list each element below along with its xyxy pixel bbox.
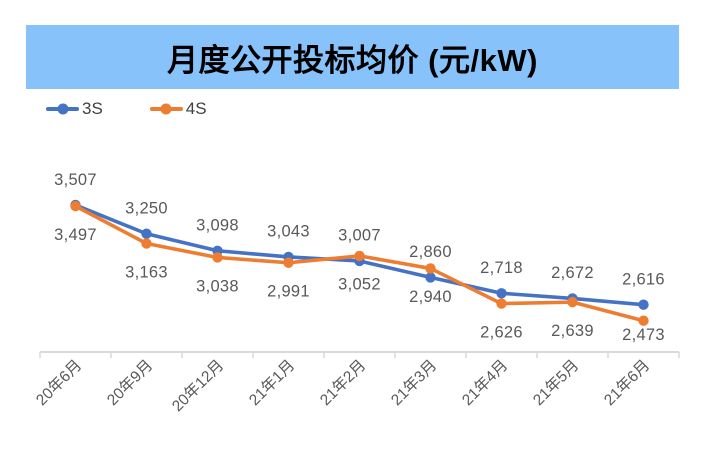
x-axis-label: 21年5月 bbox=[529, 356, 582, 409]
series-3s-point bbox=[141, 228, 152, 239]
x-axis-label: 21年2月 bbox=[316, 356, 369, 409]
legend-line-marker-3s-icon bbox=[46, 103, 79, 114]
chart-title-banner: 月度公开投标均价 (元/kW) bbox=[26, 25, 679, 89]
data-label-3s: 3,507 bbox=[54, 171, 97, 189]
data-label-4s: 2,639 bbox=[551, 322, 594, 340]
data-label-3s: 2,672 bbox=[551, 264, 594, 282]
series-4s-point bbox=[354, 250, 365, 262]
x-axis-label: 21年3月 bbox=[387, 356, 440, 409]
data-label-3s: 3,098 bbox=[196, 217, 239, 235]
series-3s-point bbox=[496, 288, 507, 299]
data-label-4s: 2,991 bbox=[267, 283, 310, 301]
series-4s-point bbox=[567, 296, 578, 308]
series-4s-point bbox=[141, 238, 152, 249]
series-4s-point bbox=[638, 315, 649, 326]
line-chart-plot: 20年6月 20年9月 20年12月 21年1月 21年2月 21年3月 21年4月 21年5… bbox=[32, 171, 680, 415]
data-label-3s: 2,860 bbox=[409, 243, 452, 261]
chart-title: 月度公开投标均价 (元/kW) bbox=[167, 42, 538, 78]
data-label-3s: 2,616 bbox=[622, 270, 665, 288]
series-3s-point bbox=[425, 272, 436, 283]
x-axis-label: 20年12月 bbox=[168, 356, 227, 415]
data-label-4s: 2,626 bbox=[480, 323, 523, 341]
data-label-3s: 2,718 bbox=[480, 259, 523, 277]
data-label-4s: 2,473 bbox=[622, 326, 665, 344]
legend-item-4s: 4S bbox=[149, 99, 207, 118]
chart-legend: 3S 4S bbox=[46, 100, 207, 117]
x-axis-label: 21年4月 bbox=[458, 356, 511, 409]
data-label-3s: 3,007 bbox=[338, 227, 381, 245]
series-4s-point bbox=[283, 257, 294, 268]
data-label-4s: 3,163 bbox=[125, 263, 168, 281]
data-label-4s: 3,497 bbox=[54, 226, 97, 244]
data-label-4s: 3,052 bbox=[338, 276, 381, 294]
data-label-4s: 3,038 bbox=[196, 277, 239, 295]
x-axis-label: 20年9月 bbox=[103, 356, 156, 409]
legend-dot-4s-icon bbox=[160, 103, 172, 114]
series-4s-point bbox=[425, 263, 436, 274]
data-label-4s: 2,940 bbox=[409, 288, 452, 306]
series-3s-point bbox=[638, 299, 649, 310]
legend-label-4s: 4S bbox=[185, 99, 207, 118]
series-4s-point bbox=[70, 200, 81, 212]
data-label-3s: 3,250 bbox=[125, 200, 168, 218]
x-axis-label: 20年6月 bbox=[32, 356, 85, 409]
series-4s-point bbox=[496, 298, 507, 309]
legend-label-3s: 3S bbox=[82, 99, 103, 118]
series-4s-point bbox=[212, 252, 223, 263]
x-axis-label: 21年6月 bbox=[600, 356, 653, 409]
x-axis-label: 21年1月 bbox=[245, 356, 298, 409]
legend-dot-3s-icon bbox=[57, 103, 68, 114]
data-label-3s: 3,043 bbox=[267, 223, 310, 241]
legend-item-3s: 3S bbox=[46, 100, 103, 117]
legend-line-marker-4s-icon bbox=[149, 103, 183, 114]
